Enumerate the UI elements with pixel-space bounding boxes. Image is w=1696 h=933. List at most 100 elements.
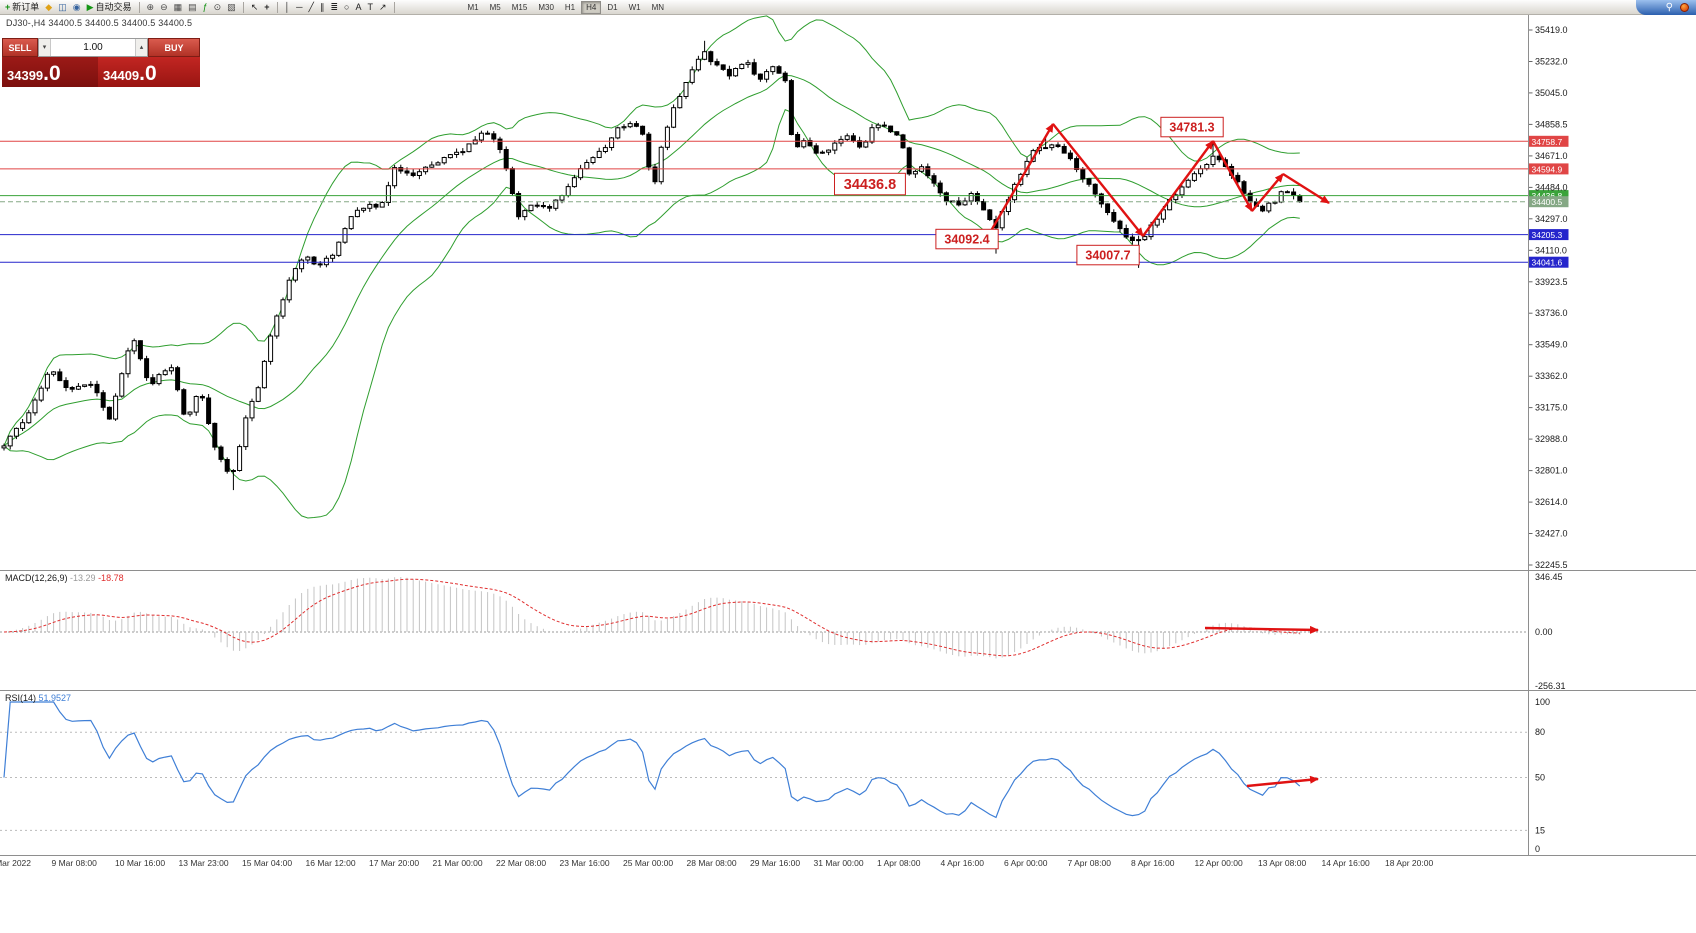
new-order-icon: + bbox=[5, 1, 11, 12]
svg-text:35232.0: 35232.0 bbox=[1535, 57, 1568, 67]
svg-text:-256.31: -256.31 bbox=[1535, 681, 1566, 691]
svg-text:21 Mar 00:00: 21 Mar 00:00 bbox=[433, 858, 483, 868]
toolbar-trendline-button[interactable]: ╱ bbox=[306, 1, 317, 14]
horizontal-line-icon: ─ bbox=[296, 1, 303, 12]
toolbar-horizontal-line-button[interactable]: ─ bbox=[293, 1, 305, 14]
toolbar-mql5-community-button[interactable]: ◆ bbox=[42, 1, 55, 14]
toolbar-crosshair-button[interactable]: + bbox=[261, 1, 272, 14]
toolbar-tile-windows-button[interactable]: ▦ bbox=[171, 1, 186, 14]
svg-text:34758.7: 34758.7 bbox=[1532, 137, 1563, 147]
svg-text:0: 0 bbox=[1535, 844, 1540, 854]
equidistant-channel-icon: ∥ bbox=[319, 1, 325, 12]
toolbar-indicators-list-button[interactable]: ƒ bbox=[200, 1, 211, 14]
buy-price-display[interactable]: 34409.0 bbox=[98, 57, 200, 87]
indicator-layer: MACD(12,26,9) -13.29 -18.78 RSI(14) 51.95… bbox=[0, 573, 1528, 831]
timeframe-M30-button[interactable]: M30 bbox=[533, 1, 559, 14]
toolbar-data-window-button[interactable]: ◉ bbox=[70, 1, 84, 14]
svg-text:34594.9: 34594.9 bbox=[1532, 164, 1563, 174]
buy-price-pips: .0 bbox=[139, 62, 157, 85]
svg-text:10 Mar 16:00: 10 Mar 16:00 bbox=[115, 858, 165, 868]
toolbar-periods-button[interactable]: ⊙ bbox=[211, 1, 225, 14]
svg-text:32427.0: 32427.0 bbox=[1535, 529, 1568, 539]
toolbar-cursor-button[interactable]: ↖ bbox=[248, 1, 262, 14]
svg-text:346.45: 346.45 bbox=[1535, 572, 1563, 582]
svg-text:14 Apr 16:00: 14 Apr 16:00 bbox=[1322, 858, 1370, 868]
volume-input[interactable]: 1.00 bbox=[83, 42, 103, 53]
fibonacci-retracement-icon: ≣ bbox=[330, 1, 339, 12]
svg-text:28 Mar 08:00: 28 Mar 08:00 bbox=[687, 858, 737, 868]
toolbar-vertical-line-button[interactable]: │ bbox=[282, 1, 294, 14]
timeframe-M15-button[interactable]: M15 bbox=[507, 1, 533, 14]
svg-text:34092.4: 34092.4 bbox=[944, 233, 989, 247]
buy-price-main: 34409 bbox=[103, 68, 140, 83]
toolbar-equidistant-channel-button[interactable]: ∥ bbox=[317, 1, 328, 14]
bollinger-bands-layer bbox=[3, 15, 1300, 519]
svg-text:6 Apr 00:00: 6 Apr 00:00 bbox=[1004, 858, 1048, 868]
timeframe-MN-button[interactable]: MN bbox=[647, 1, 669, 14]
buy-button[interactable]: BUY bbox=[148, 38, 200, 57]
toolbar-text-label-button[interactable]: T bbox=[364, 1, 376, 14]
sell-button[interactable]: SELL bbox=[2, 38, 38, 57]
svg-text:32988.0: 32988.0 bbox=[1535, 434, 1568, 444]
tile-windows-icon: ▦ bbox=[173, 1, 183, 12]
toolbar-zoom-in-button[interactable]: ⊕ bbox=[144, 1, 158, 14]
trade-controls-row: SELL ▾ 1.00 ▴ BUY bbox=[2, 38, 200, 57]
svg-text:32614.0: 32614.0 bbox=[1535, 497, 1568, 507]
timeframe-W1-button[interactable]: W1 bbox=[624, 1, 646, 14]
toolbar-arrow-tools-button[interactable]: ↗ bbox=[376, 1, 390, 14]
zoom-out-icon: ⊖ bbox=[160, 1, 168, 12]
trade-prices-row: 34399.0 34409.0 bbox=[2, 57, 200, 87]
sell-price-main: 34399 bbox=[7, 68, 44, 83]
axis-layer: 34758.734594.934436.834400.534205.334041… bbox=[0, 15, 1696, 868]
svg-text:80: 80 bbox=[1535, 727, 1545, 737]
svg-text:9 Mar 08:00: 9 Mar 08:00 bbox=[52, 858, 98, 868]
chart-title: DJ30-,H4 34400.5 34400.5 34400.5 34400.5 bbox=[6, 18, 193, 28]
horizontal-lines-layer[interactable] bbox=[0, 140, 1528, 263]
cursor-icon: ↖ bbox=[250, 1, 259, 12]
toolbar-zoom-out-button[interactable]: ⊖ bbox=[157, 1, 171, 14]
toolbar-templates-button[interactable]: ▧ bbox=[224, 1, 239, 14]
svg-text:34858.5: 34858.5 bbox=[1535, 119, 1568, 129]
toolbar-new-order-button[interactable]: + 新订单 bbox=[2, 1, 42, 14]
svg-text:31 Mar 00:00: 31 Mar 00:00 bbox=[814, 858, 864, 868]
svg-text:0.00: 0.00 bbox=[1535, 627, 1553, 637]
volume-increase-button[interactable]: ▴ bbox=[135, 39, 147, 56]
market-watch-icon: ◫ bbox=[58, 1, 67, 12]
new-chart-icon: ▤ bbox=[188, 1, 197, 12]
autotrading-icon: ▶ bbox=[86, 1, 94, 12]
toolbar-text-button[interactable]: A bbox=[352, 1, 364, 14]
svg-text:7 Apr 08:00: 7 Apr 08:00 bbox=[1068, 858, 1112, 868]
templates-icon: ▧ bbox=[227, 1, 236, 12]
crosshair-icon: + bbox=[264, 1, 270, 12]
annotations-layer[interactable]: 34781.3 34436.8 34092.4 34007.7 bbox=[834, 116, 1330, 788]
timeframe-D1-button[interactable]: D1 bbox=[602, 1, 622, 14]
toolbar-autotrading-button[interactable]: ▶ 自动交易 bbox=[84, 1, 135, 14]
toolbar-shapes-button[interactable]: ○ bbox=[341, 1, 352, 14]
sell-price-display[interactable]: 34399.0 bbox=[2, 57, 98, 87]
indicators-list-icon: ƒ bbox=[202, 1, 208, 12]
timeframe-H4-button[interactable]: H4 bbox=[581, 0, 602, 14]
svg-text:34436.8: 34436.8 bbox=[844, 177, 896, 193]
svg-text:33362.0: 33362.0 bbox=[1535, 371, 1568, 381]
svg-text:22 Mar 08:00: 22 Mar 08:00 bbox=[496, 858, 546, 868]
timeframe-H1-button[interactable]: H1 bbox=[560, 1, 580, 14]
svg-text:15 Mar 04:00: 15 Mar 04:00 bbox=[242, 858, 292, 868]
svg-text:34400.5: 34400.5 bbox=[1532, 197, 1563, 207]
toolbar-new-chart-button[interactable]: ▤ bbox=[185, 1, 200, 14]
volume-decrease-button[interactable]: ▾ bbox=[39, 39, 51, 56]
svg-text:32245.5: 32245.5 bbox=[1535, 560, 1568, 570]
svg-text:33175.0: 33175.0 bbox=[1535, 403, 1568, 413]
text-label-icon: T bbox=[367, 1, 373, 12]
toolbar-market-watch-button[interactable]: ◫ bbox=[55, 1, 70, 14]
timeframe-M1-button[interactable]: M1 bbox=[463, 1, 484, 14]
shapes-icon: ○ bbox=[344, 1, 350, 12]
svg-text:34436.8: 34436.8 bbox=[1532, 191, 1563, 201]
toolbar-buttons: + 新订单 ◆ ◫ ◉ ▶ 自动交易 ⊕ ⊖ ▦ ▤ ƒ ⊙ ▧ ↖ + │ ─ ╱ ∥ ≣ ○ A T ↗ bbox=[2, 1, 399, 14]
timeframe-group: M1 M5 M15 M30 H1 H4 D1 W1 MN bbox=[463, 0, 670, 14]
search-icon[interactable]: ⚲ bbox=[1665, 2, 1673, 13]
toolbar-fibonacci-retracement-button[interactable]: ≣ bbox=[327, 1, 341, 14]
svg-text:34205.3: 34205.3 bbox=[1532, 230, 1563, 240]
timeframe-M5-button[interactable]: M5 bbox=[485, 1, 506, 14]
